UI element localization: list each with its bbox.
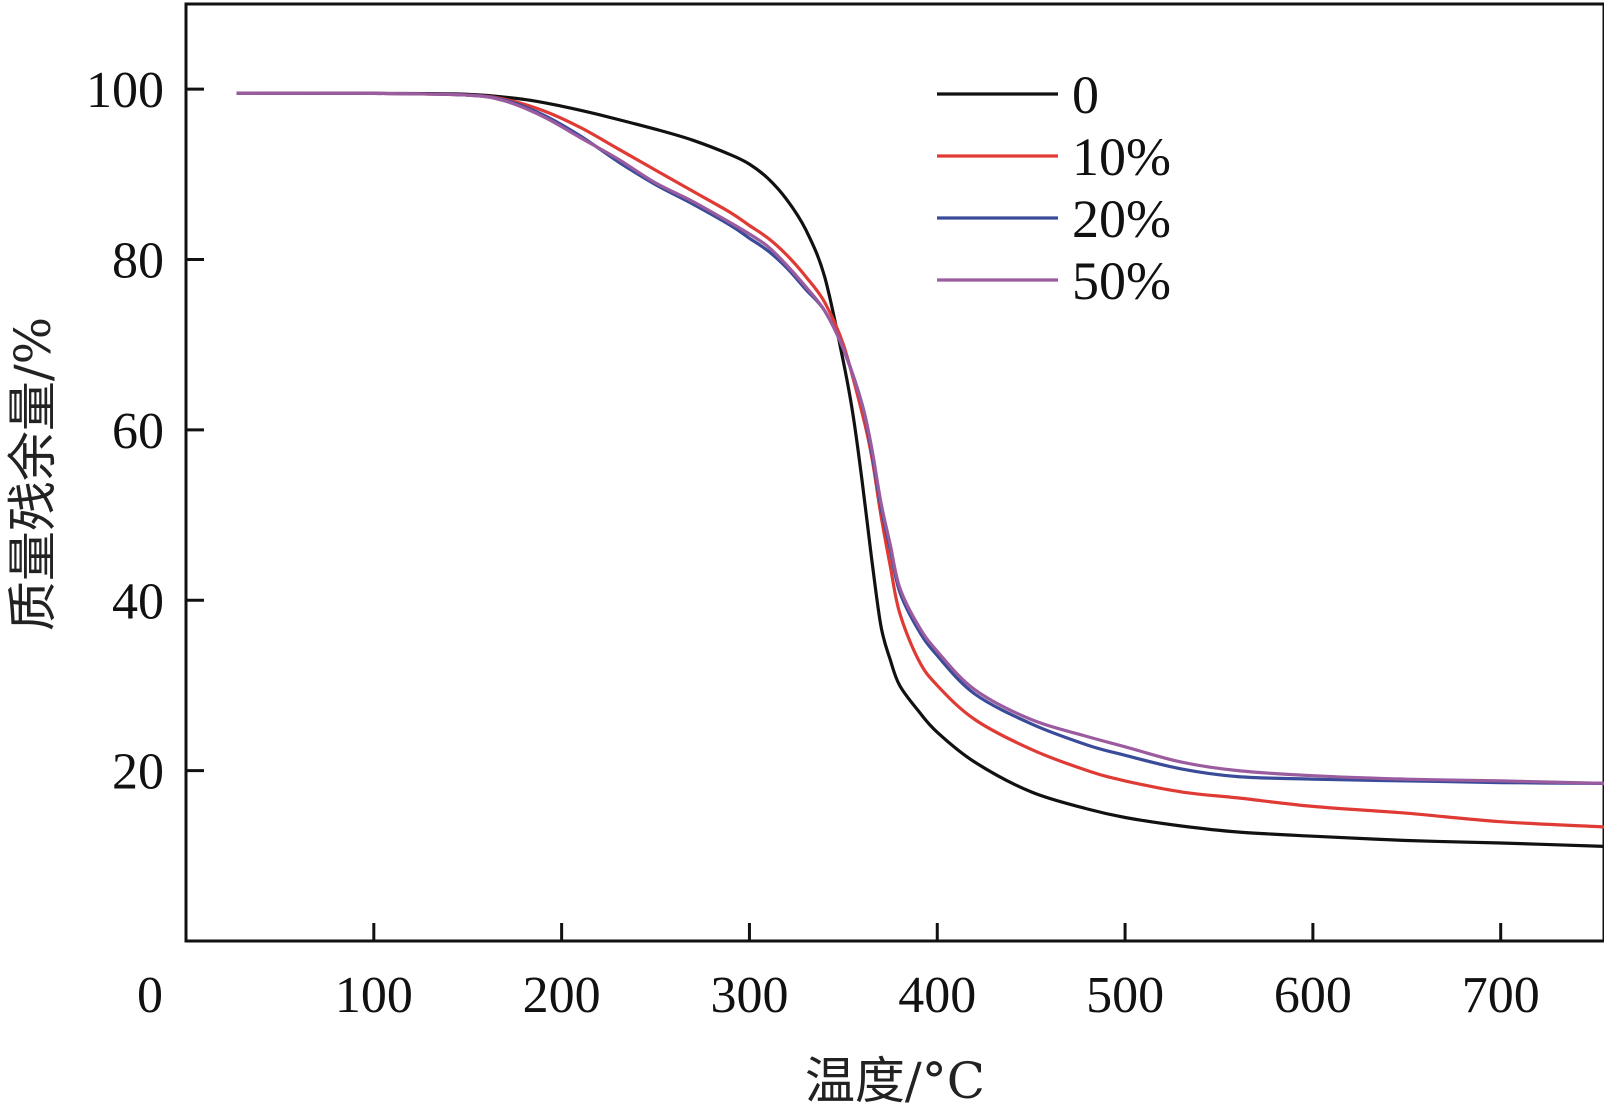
x-tick-label: 200 [523, 967, 601, 1024]
legend-label: 0 [1072, 65, 1099, 125]
y-tick-label: 80 [112, 233, 164, 290]
legend-label: 50% [1072, 251, 1171, 311]
x-tick-label: 400 [898, 967, 976, 1024]
x-tick-label: 700 [1462, 967, 1540, 1024]
y-tick-label: 40 [112, 573, 164, 630]
legend-label: 10% [1072, 127, 1171, 187]
series-line-50pct [236, 91, 1604, 785]
legend: 010%20%50% [937, 65, 1171, 311]
y-tick-label: 100 [86, 62, 164, 119]
x-tick-label: 0 [137, 967, 163, 1024]
y-tick-label: 60 [112, 403, 164, 460]
x-tick-label: 500 [1086, 967, 1164, 1024]
series-layer [236, 91, 1604, 848]
y-axis-ticks: 20 40 60 80 100 [86, 62, 204, 801]
legend-label: 20% [1072, 189, 1171, 249]
y-axis-title: 质量残余量/% [4, 317, 62, 631]
series-line-0 [236, 91, 1604, 848]
series-line-10pct [236, 91, 1604, 829]
x-axis-ticks: 0 100 200 300 400 500 600 700 [137, 923, 1540, 1024]
x-tick-label: 600 [1274, 967, 1352, 1024]
x-axis-title: 温度/°C [805, 1052, 985, 1110]
plot-frame [184, 2, 1604, 943]
series-line-20pct [236, 91, 1604, 785]
x-tick-label: 100 [335, 967, 413, 1024]
y-tick-label: 20 [112, 744, 164, 801]
x-tick-label: 300 [710, 967, 788, 1024]
